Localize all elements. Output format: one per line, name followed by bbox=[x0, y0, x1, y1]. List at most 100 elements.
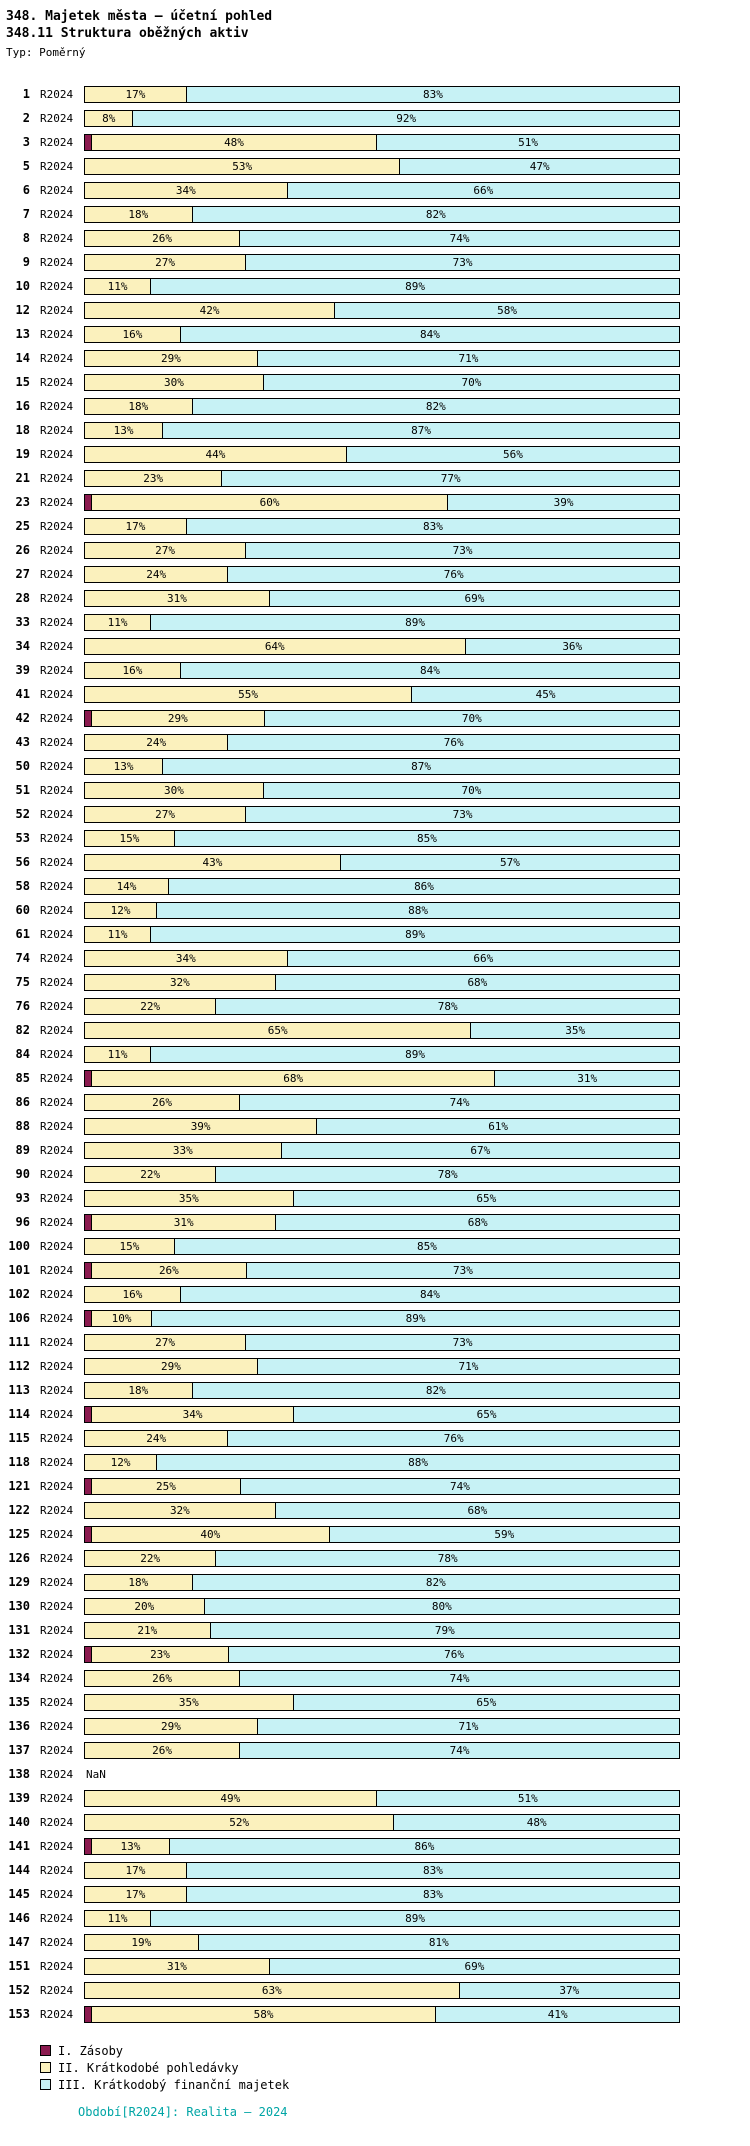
segment-value-label: 58% bbox=[497, 303, 517, 317]
row-period-label: R2024 bbox=[40, 591, 74, 605]
row-number: 147 bbox=[8, 1935, 30, 1949]
chart-row: 85 R2024 68% 31% bbox=[0, 1066, 750, 1090]
segment-value-label: 84% bbox=[420, 327, 440, 341]
bar-segment-pohledavky: 60% bbox=[90, 494, 448, 510]
row-number: 25 bbox=[15, 519, 30, 533]
segment-value-label: 73% bbox=[452, 1263, 473, 1277]
row-period-label: R2024 bbox=[40, 1695, 74, 1709]
segment-value-label: 14% bbox=[116, 879, 137, 893]
row-number: 89 bbox=[15, 1143, 30, 1157]
bar-segment-financni: 84% bbox=[179, 326, 679, 342]
segment-value-label: 29% bbox=[161, 351, 181, 365]
chart-row: 138 R2024 NaN bbox=[0, 1762, 750, 1786]
row-period-label: R2024 bbox=[40, 1863, 74, 1877]
page-subtitle: 348.11 Struktura oběžných aktiv bbox=[6, 26, 249, 41]
row-period-label: R2024 bbox=[40, 135, 74, 149]
stacked-bar: 26% 74% bbox=[84, 1741, 680, 1759]
row-number: 8 bbox=[22, 231, 30, 245]
row-period-label: R2024 bbox=[40, 1815, 74, 1829]
bar-segment-financni: 74% bbox=[239, 230, 679, 246]
segment-value-label: 83% bbox=[422, 1863, 443, 1877]
bar-segment-financni: 78% bbox=[215, 1166, 679, 1182]
segment-value-label: 29% bbox=[161, 1359, 181, 1373]
stacked-bar: 10% 89% bbox=[84, 1309, 680, 1327]
bar-segment-financni: 78% bbox=[215, 1550, 679, 1566]
stacked-bar: 52% 48% bbox=[84, 1813, 680, 1831]
segment-value-label: 18% bbox=[128, 1383, 149, 1397]
chart-row: 84 R2024 11% 89% bbox=[0, 1042, 750, 1066]
row-period-label: R2024 bbox=[40, 1335, 74, 1349]
row-number: 56 bbox=[15, 855, 30, 869]
stacked-bar: 16% 84% bbox=[84, 661, 680, 679]
chart-row: 139 R2024 49% 51% bbox=[0, 1786, 750, 1810]
segment-value-label: 43% bbox=[202, 855, 223, 869]
segment-value-label: 19% bbox=[131, 1935, 152, 1949]
bar-segment-pohledavky: 39% bbox=[85, 1118, 317, 1134]
row-period-label: R2024 bbox=[40, 1431, 74, 1445]
bar-segment-pohledavky: 55% bbox=[85, 686, 412, 702]
bar-segment-financni: 68% bbox=[274, 974, 679, 990]
bar-segment-financni: 48% bbox=[393, 1814, 679, 1830]
segment-value-label: 32% bbox=[169, 975, 190, 989]
segment-value-label: 34% bbox=[175, 951, 196, 965]
bar-segment-financni: 69% bbox=[268, 590, 679, 606]
bar-segment-financni: 82% bbox=[191, 1382, 679, 1398]
bar-segment-pohledavky: 26% bbox=[85, 1094, 240, 1110]
row-period-label: R2024 bbox=[40, 1743, 74, 1757]
chart-row: 106 R2024 10% 89% bbox=[0, 1306, 750, 1330]
row-period-label: R2024 bbox=[40, 687, 74, 701]
bar-segment-pohledavky: 26% bbox=[85, 1670, 240, 1686]
stacked-bar: 8% 92% bbox=[84, 109, 680, 127]
row-period-label: R2024 bbox=[40, 567, 74, 581]
bar-segment-pohledavky: 15% bbox=[85, 1238, 174, 1254]
segment-value-label: 73% bbox=[452, 543, 473, 557]
stacked-bar: 22% 78% bbox=[84, 1165, 680, 1183]
stacked-bar: 18% 82% bbox=[84, 1381, 680, 1399]
row-number: 14 bbox=[15, 351, 30, 365]
row-period-label: R2024 bbox=[40, 999, 74, 1013]
chart-row: 100 R2024 15% 85% bbox=[0, 1234, 750, 1258]
stacked-bar: 64% 36% bbox=[84, 637, 680, 655]
row-number: 136 bbox=[8, 1719, 30, 1733]
segment-value-label: 74% bbox=[449, 1095, 470, 1109]
chart-row: 3 R2024 48% 51% bbox=[0, 130, 750, 154]
bar-segment-financni: 79% bbox=[209, 1622, 679, 1638]
segment-value-label: 17% bbox=[125, 87, 146, 101]
segment-value-label: 13% bbox=[113, 759, 134, 773]
bar-segment-pohledavky: 11% bbox=[85, 278, 151, 294]
stacked-bar: 27% 73% bbox=[84, 805, 680, 823]
chart-row: 16 R2024 18% 82% bbox=[0, 394, 750, 418]
chart-row: 75 R2024 32% 68% bbox=[0, 970, 750, 994]
segment-value-label: 22% bbox=[140, 999, 161, 1013]
row-period-label: R2024 bbox=[40, 87, 74, 101]
segment-value-label: 76% bbox=[443, 1431, 464, 1445]
row-number: 131 bbox=[8, 1623, 30, 1637]
row-number: 39 bbox=[15, 663, 30, 677]
chart-row: 60 R2024 12% 88% bbox=[0, 898, 750, 922]
chart-row: 132 R2024 23% 76% bbox=[0, 1642, 750, 1666]
chart-row: 8 R2024 26% 74% bbox=[0, 226, 750, 250]
stacked-bar: 68% 31% bbox=[84, 1069, 680, 1087]
bar-segment-pohledavky: 12% bbox=[85, 902, 157, 918]
chart-row: 137 R2024 26% 74% bbox=[0, 1738, 750, 1762]
segment-value-label: 68% bbox=[467, 1503, 488, 1517]
row-number: 7 bbox=[22, 207, 30, 221]
bar-segment-pohledavky: 63% bbox=[85, 1982, 459, 1998]
bar-segment-financni: 80% bbox=[203, 1598, 679, 1614]
bar-segment-financni: 74% bbox=[239, 1094, 679, 1110]
segment-value-label: 78% bbox=[437, 1551, 458, 1565]
segment-value-label: 83% bbox=[422, 519, 443, 533]
chart-row: 129 R2024 18% 82% bbox=[0, 1570, 750, 1594]
row-number: 88 bbox=[15, 1119, 30, 1133]
stacked-bar: 26% 74% bbox=[84, 229, 680, 247]
chart-row: 151 R2024 31% 69% bbox=[0, 1954, 750, 1978]
segment-value-label: 36% bbox=[562, 639, 583, 653]
bar-segment-pohledavky: 11% bbox=[85, 926, 151, 942]
chart-row: 1 R2024 17% 83% bbox=[0, 82, 750, 106]
bar-segment-financni: 51% bbox=[376, 134, 679, 150]
stacked-bar: 39% 61% bbox=[84, 1117, 680, 1135]
row-period-label: R2024 bbox=[40, 1143, 74, 1157]
row-period-label: R2024 bbox=[40, 1359, 74, 1373]
stacked-bar: 16% 84% bbox=[84, 1285, 680, 1303]
segment-value-label: 16% bbox=[122, 663, 143, 677]
